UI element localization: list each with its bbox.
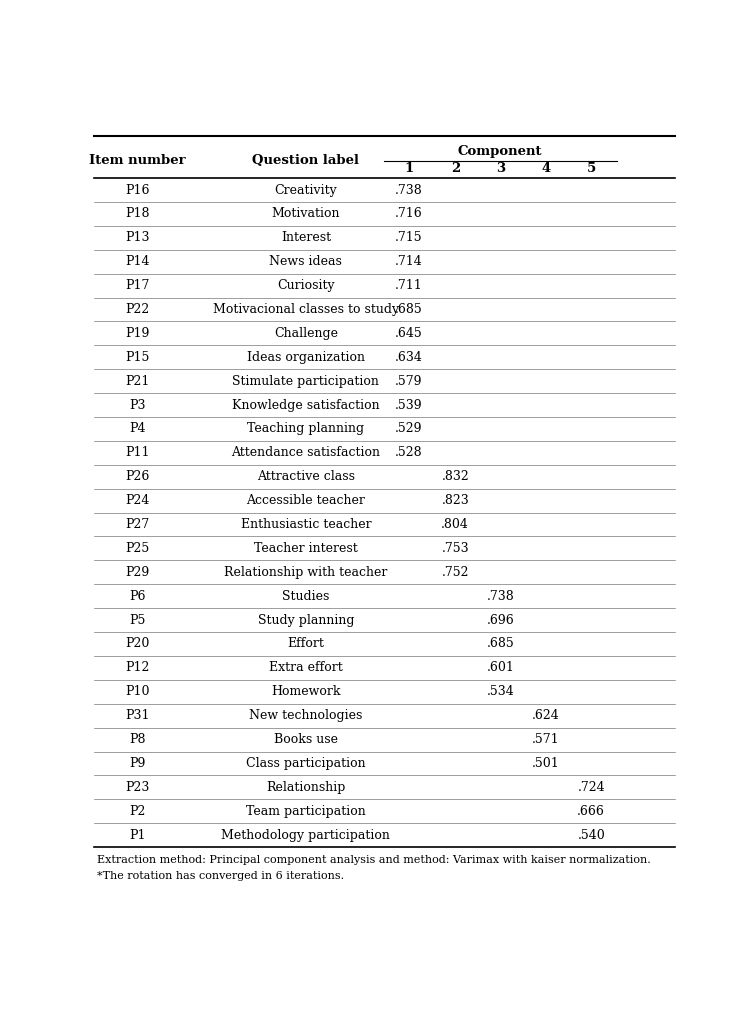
Text: .696: .696 bbox=[487, 614, 514, 626]
Text: P25: P25 bbox=[125, 542, 149, 555]
Text: Motivacional classes to study: Motivacional classes to study bbox=[213, 303, 399, 316]
Text: .571: .571 bbox=[532, 733, 560, 746]
Text: P8: P8 bbox=[129, 733, 146, 746]
Text: Homework: Homework bbox=[272, 685, 340, 698]
Text: .666: .666 bbox=[578, 805, 605, 818]
Text: .579: .579 bbox=[395, 375, 422, 388]
Text: .624: .624 bbox=[532, 709, 560, 722]
Text: P14: P14 bbox=[125, 255, 149, 268]
Text: Relationship: Relationship bbox=[266, 781, 346, 794]
Text: Interest: Interest bbox=[280, 231, 331, 245]
Text: .711: .711 bbox=[395, 279, 423, 292]
Text: Stimulate participation: Stimulate participation bbox=[232, 375, 380, 388]
Text: .716: .716 bbox=[395, 207, 423, 220]
Text: .645: .645 bbox=[395, 327, 423, 340]
Text: Enthusiastic teacher: Enthusiastic teacher bbox=[241, 518, 371, 531]
Text: .804: .804 bbox=[441, 518, 470, 531]
Text: Study planning: Study planning bbox=[258, 614, 354, 626]
Text: P23: P23 bbox=[125, 781, 149, 794]
Text: Extraction method: Principal component analysis and method: Varimax with kaiser : Extraction method: Principal component a… bbox=[97, 855, 650, 865]
Text: P10: P10 bbox=[125, 685, 149, 698]
Text: Extra effort: Extra effort bbox=[269, 662, 343, 674]
Text: Class participation: Class participation bbox=[246, 757, 366, 770]
Text: P3: P3 bbox=[129, 399, 146, 411]
Text: .738: .738 bbox=[487, 590, 514, 603]
Text: P2: P2 bbox=[129, 805, 146, 818]
Text: .534: .534 bbox=[487, 685, 514, 698]
Text: Relationship with teacher: Relationship with teacher bbox=[224, 565, 388, 579]
Text: Team participation: Team participation bbox=[246, 805, 366, 818]
Text: .753: .753 bbox=[442, 542, 469, 555]
Text: .685: .685 bbox=[487, 637, 514, 651]
Text: P4: P4 bbox=[129, 422, 146, 435]
Text: P29: P29 bbox=[125, 565, 149, 579]
Text: P13: P13 bbox=[125, 231, 149, 245]
Text: P11: P11 bbox=[125, 447, 149, 460]
Text: Knowledge satisfaction: Knowledge satisfaction bbox=[232, 399, 380, 411]
Text: Books use: Books use bbox=[274, 733, 338, 746]
Text: Teaching planning: Teaching planning bbox=[248, 422, 364, 435]
Text: Item number: Item number bbox=[89, 153, 186, 166]
Text: Ideas organization: Ideas organization bbox=[247, 351, 365, 363]
Text: P15: P15 bbox=[125, 351, 149, 363]
Text: .714: .714 bbox=[395, 255, 423, 268]
Text: .634: .634 bbox=[394, 351, 423, 363]
Text: Studies: Studies bbox=[282, 590, 329, 603]
Text: Component: Component bbox=[458, 145, 542, 158]
Text: P26: P26 bbox=[125, 470, 149, 483]
Text: .540: .540 bbox=[578, 828, 605, 841]
Text: .752: .752 bbox=[442, 565, 469, 579]
Text: 1: 1 bbox=[404, 162, 413, 176]
Text: .529: .529 bbox=[395, 422, 422, 435]
Text: .715: .715 bbox=[395, 231, 422, 245]
Text: P19: P19 bbox=[125, 327, 149, 340]
Text: .685: .685 bbox=[395, 303, 423, 316]
Text: *The rotation has converged in 6 iterations.: *The rotation has converged in 6 iterati… bbox=[97, 871, 344, 881]
Text: Question label: Question label bbox=[253, 153, 359, 166]
Text: Curiosity: Curiosity bbox=[277, 279, 334, 292]
Text: P5: P5 bbox=[129, 614, 146, 626]
Text: P31: P31 bbox=[125, 709, 149, 722]
Text: New technologies: New technologies bbox=[249, 709, 362, 722]
Text: Motivation: Motivation bbox=[272, 207, 340, 220]
Text: P22: P22 bbox=[125, 303, 149, 316]
Text: Teacher interest: Teacher interest bbox=[254, 542, 358, 555]
Text: P9: P9 bbox=[129, 757, 146, 770]
Text: P1: P1 bbox=[129, 828, 146, 841]
Text: Effort: Effort bbox=[287, 637, 324, 651]
Text: .738: .738 bbox=[395, 184, 423, 197]
Text: News ideas: News ideas bbox=[269, 255, 342, 268]
Text: Attendance satisfaction: Attendance satisfaction bbox=[232, 447, 380, 460]
Text: P17: P17 bbox=[125, 279, 149, 292]
Text: 5: 5 bbox=[586, 162, 596, 176]
Text: Accessible teacher: Accessible teacher bbox=[247, 494, 365, 508]
Text: 3: 3 bbox=[496, 162, 506, 176]
Text: P27: P27 bbox=[125, 518, 149, 531]
Text: .823: .823 bbox=[442, 494, 470, 508]
Text: .601: .601 bbox=[487, 662, 514, 674]
Text: .528: .528 bbox=[395, 447, 422, 460]
Text: .539: .539 bbox=[395, 399, 422, 411]
Text: P21: P21 bbox=[125, 375, 149, 388]
Text: 4: 4 bbox=[542, 162, 550, 176]
Text: 2: 2 bbox=[451, 162, 460, 176]
Text: Challenge: Challenge bbox=[274, 327, 338, 340]
Text: .501: .501 bbox=[532, 757, 560, 770]
Text: .724: .724 bbox=[578, 781, 605, 794]
Text: P24: P24 bbox=[125, 494, 149, 508]
Text: P18: P18 bbox=[125, 207, 149, 220]
Text: P12: P12 bbox=[125, 662, 149, 674]
Text: Creativity: Creativity bbox=[274, 184, 338, 197]
Text: Methodology participation: Methodology participation bbox=[221, 828, 390, 841]
Text: P6: P6 bbox=[129, 590, 146, 603]
Text: Attractive class: Attractive class bbox=[257, 470, 355, 483]
Text: P20: P20 bbox=[125, 637, 149, 651]
Text: P16: P16 bbox=[125, 184, 149, 197]
Text: .832: .832 bbox=[442, 470, 470, 483]
